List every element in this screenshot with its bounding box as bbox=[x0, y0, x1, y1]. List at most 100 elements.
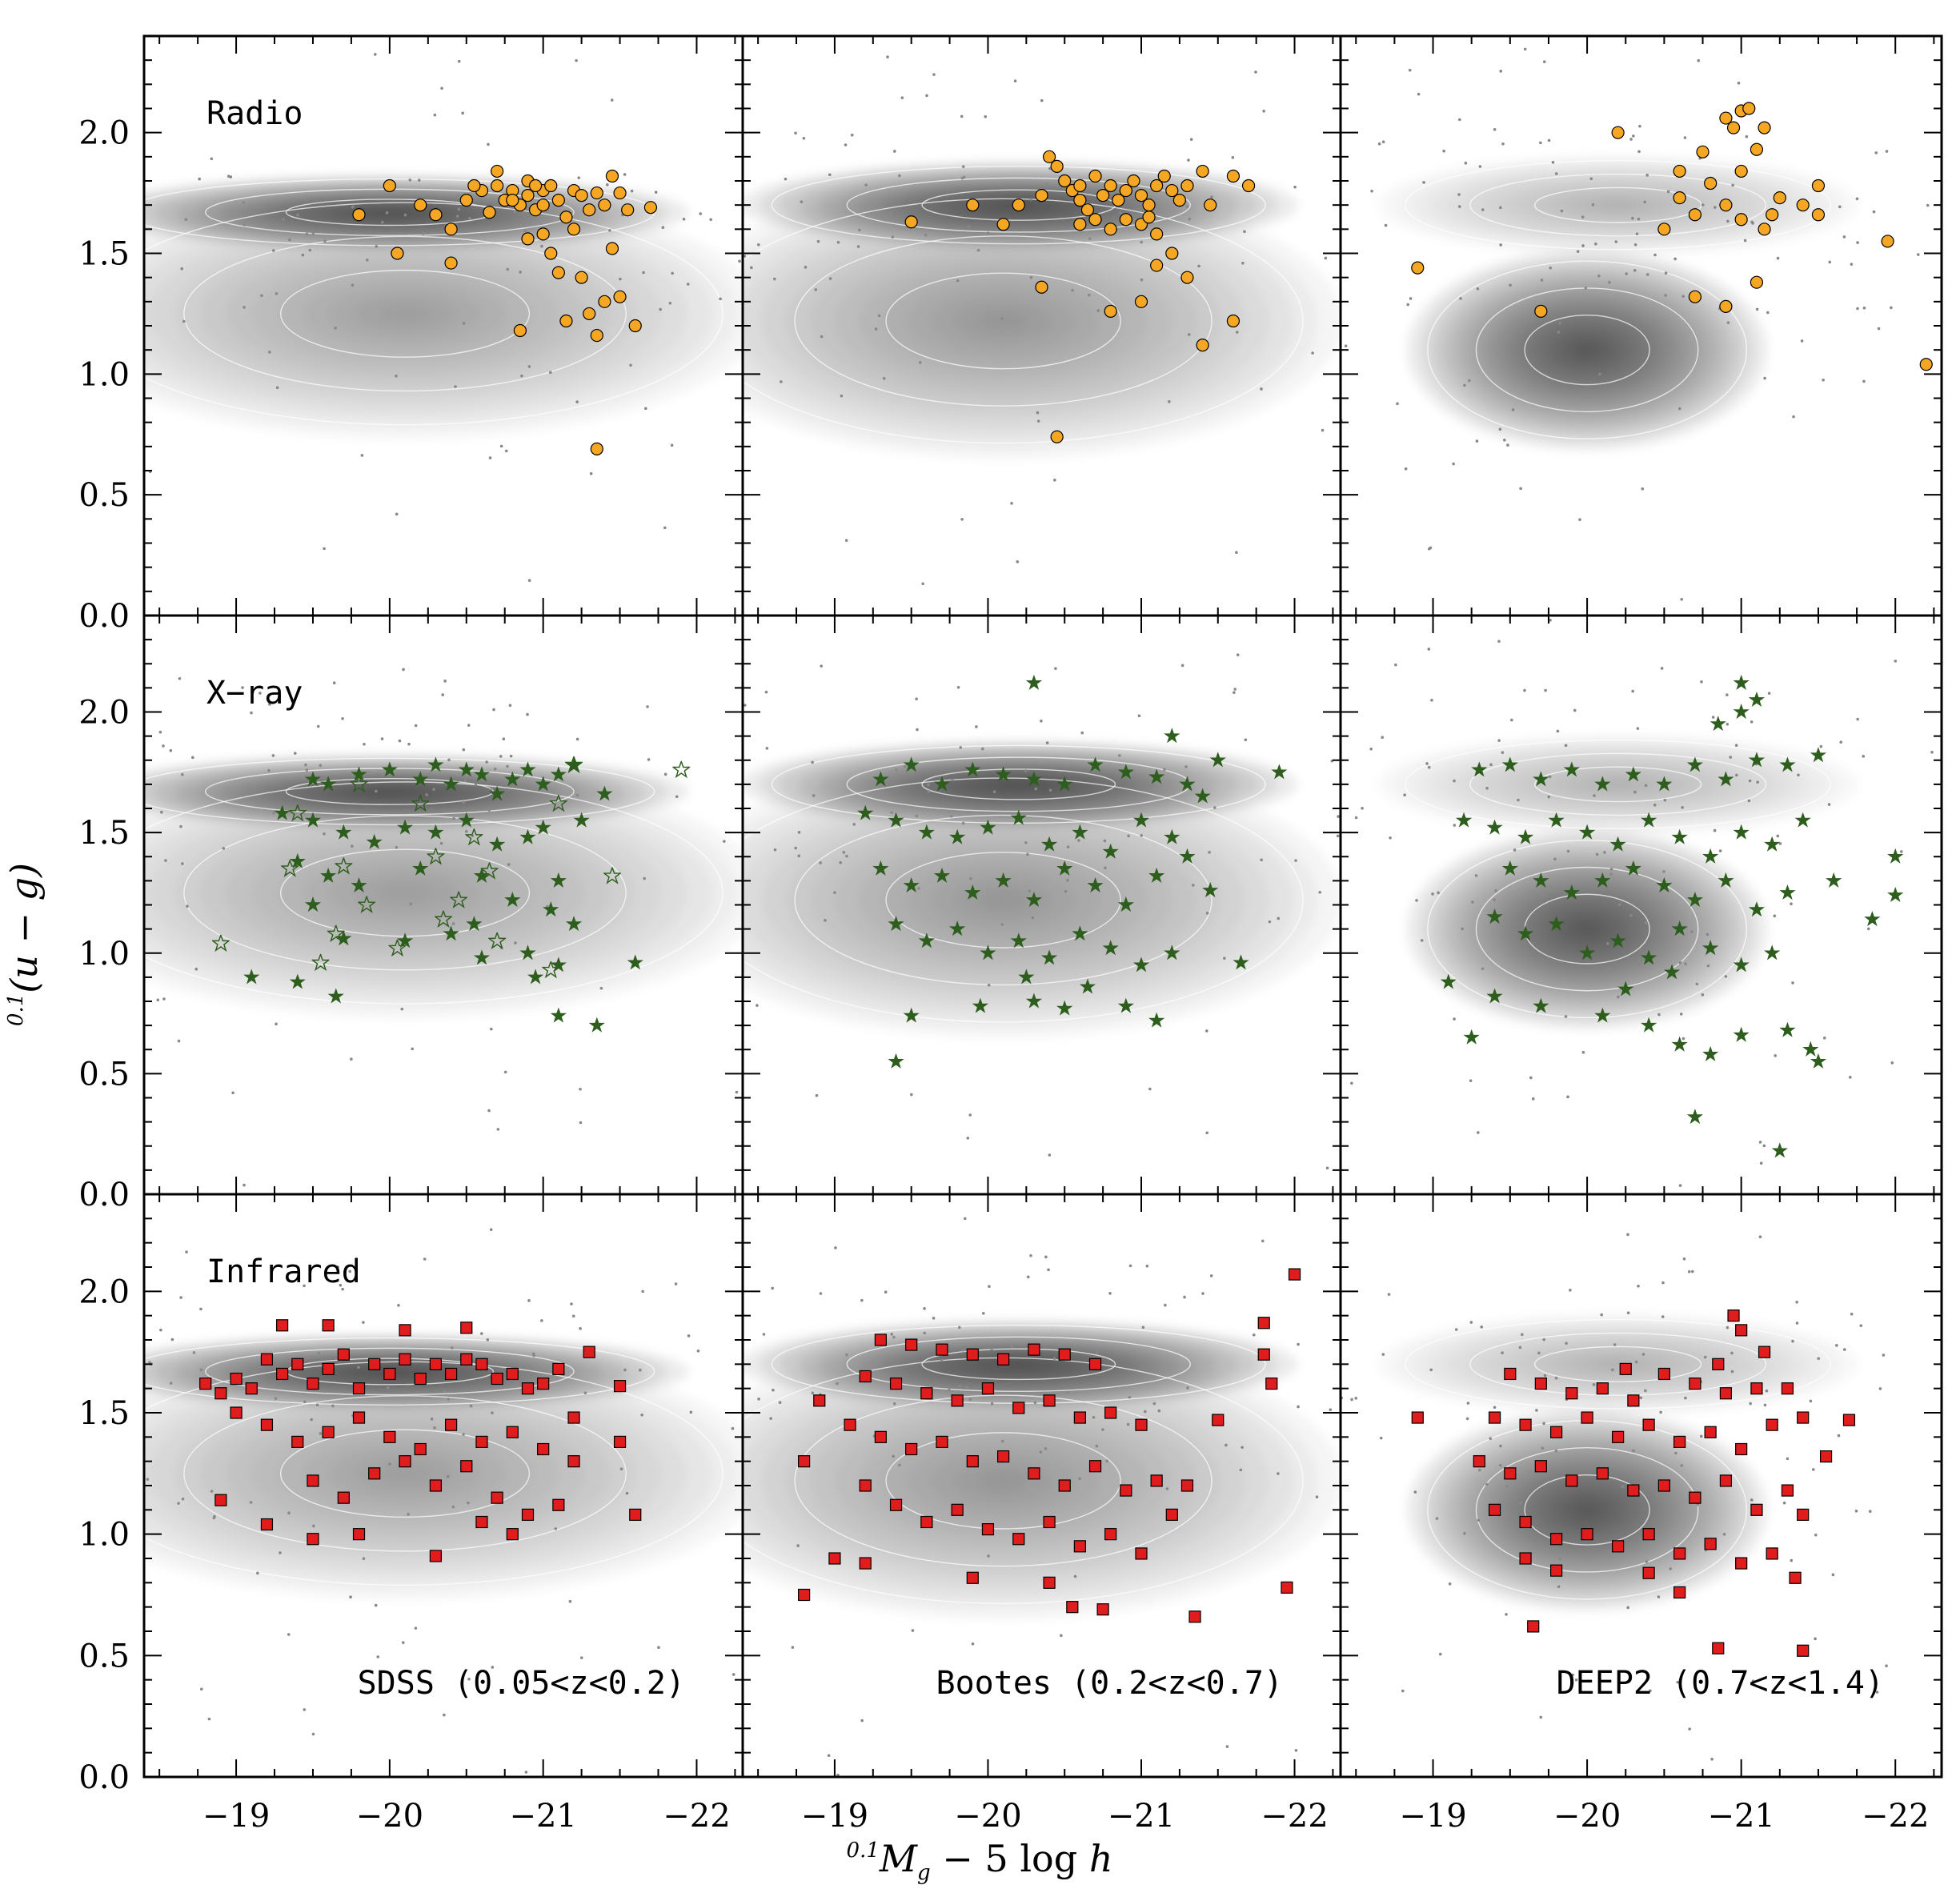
square-marker bbox=[1265, 1377, 1278, 1390]
square-marker bbox=[1073, 1540, 1086, 1553]
y-tick-label: 0.0 bbox=[78, 598, 130, 635]
circle-marker bbox=[414, 199, 427, 212]
square-marker bbox=[1073, 1411, 1086, 1424]
square-marker bbox=[1519, 1418, 1532, 1431]
circle-marker bbox=[1657, 223, 1671, 236]
circle-marker bbox=[1172, 194, 1186, 207]
square-marker bbox=[460, 1460, 473, 1473]
square-marker bbox=[1735, 1324, 1748, 1337]
square-marker bbox=[1581, 1411, 1593, 1424]
circle-marker bbox=[1058, 174, 1072, 188]
square-marker bbox=[214, 1494, 227, 1506]
star-marker bbox=[1810, 1053, 1827, 1069]
circle-marker bbox=[491, 164, 504, 178]
circle-marker bbox=[536, 227, 550, 241]
square-marker bbox=[1565, 1474, 1578, 1487]
markers-circle bbox=[1411, 102, 1933, 371]
star-marker bbox=[1826, 872, 1842, 888]
circle-marker bbox=[583, 203, 596, 217]
square-marker bbox=[444, 1418, 458, 1431]
circle-marker bbox=[598, 295, 611, 308]
circle-marker bbox=[528, 178, 543, 193]
square-marker bbox=[1135, 1547, 1148, 1560]
square-marker bbox=[1581, 1528, 1593, 1541]
circle-marker bbox=[1196, 164, 1209, 178]
square-marker bbox=[1612, 1540, 1625, 1553]
square-marker bbox=[1819, 1450, 1833, 1463]
panel-1-2 bbox=[741, 34, 1342, 617]
star-marker bbox=[1671, 1036, 1688, 1052]
square-marker bbox=[291, 1435, 304, 1449]
circle-marker bbox=[1688, 290, 1701, 303]
square-marker bbox=[1565, 1387, 1578, 1400]
square-marker bbox=[1596, 1382, 1609, 1395]
circle-marker bbox=[1773, 191, 1786, 205]
square-marker bbox=[383, 1430, 396, 1443]
column-label: DEEP2 (0.7<z<1.4) bbox=[1557, 1665, 1884, 1702]
axis-ticks bbox=[144, 35, 743, 616]
square-marker bbox=[997, 1353, 1010, 1366]
square-marker bbox=[444, 1367, 458, 1381]
circle-marker bbox=[1050, 430, 1064, 443]
circle-marker bbox=[590, 328, 603, 343]
square-marker bbox=[337, 1348, 350, 1361]
circle-marker bbox=[1142, 211, 1156, 224]
square-marker bbox=[613, 1435, 627, 1449]
circle-marker bbox=[1088, 169, 1102, 183]
square-marker bbox=[966, 1571, 979, 1584]
panel-2-3 bbox=[1339, 614, 1943, 1196]
square-marker bbox=[1704, 1538, 1717, 1550]
circle-marker bbox=[1688, 208, 1701, 222]
star-marker bbox=[1164, 728, 1180, 744]
square-marker bbox=[920, 1387, 933, 1400]
circle-marker bbox=[1750, 275, 1764, 289]
star-marker bbox=[1733, 674, 1750, 690]
circle-marker bbox=[521, 232, 535, 246]
square-marker bbox=[1180, 1479, 1194, 1492]
y-tick-label: 1.5 bbox=[78, 815, 130, 852]
square-marker bbox=[1673, 1435, 1686, 1449]
square-marker bbox=[1028, 1343, 1040, 1356]
circle-marker bbox=[575, 189, 588, 203]
square-marker bbox=[1627, 1394, 1640, 1407]
square-marker bbox=[491, 1372, 503, 1386]
square-marker bbox=[1657, 1367, 1670, 1381]
markers-square bbox=[798, 1268, 1301, 1623]
circle-marker bbox=[551, 194, 565, 207]
circle-marker bbox=[590, 442, 603, 455]
square-marker bbox=[1842, 1414, 1856, 1426]
square-marker bbox=[399, 1353, 411, 1366]
axis-ticks bbox=[144, 1193, 743, 1778]
circle-marker bbox=[1534, 304, 1548, 318]
square-marker bbox=[981, 1382, 995, 1395]
square-marker bbox=[1712, 1358, 1725, 1370]
circle-marker bbox=[1035, 189, 1048, 203]
x-tick-label: −20 bbox=[1553, 1798, 1621, 1835]
square-marker bbox=[567, 1411, 580, 1424]
circle-marker bbox=[1119, 213, 1132, 227]
circle-marker bbox=[1696, 145, 1709, 158]
panel-3-2 bbox=[741, 1193, 1342, 1779]
circle-marker bbox=[444, 223, 458, 236]
circle-marker bbox=[1196, 339, 1209, 352]
square-marker bbox=[1043, 1515, 1056, 1529]
circle-marker bbox=[559, 314, 573, 328]
y-tick-label: 2.0 bbox=[78, 1273, 130, 1310]
square-marker bbox=[1727, 1309, 1740, 1322]
square-marker bbox=[1612, 1430, 1625, 1443]
circle-marker bbox=[1104, 178, 1117, 193]
circle-marker bbox=[544, 247, 558, 260]
square-marker bbox=[521, 1382, 535, 1395]
square-marker bbox=[1120, 1484, 1132, 1497]
circle-marker bbox=[536, 199, 550, 212]
square-marker bbox=[1135, 1418, 1148, 1431]
circle-marker bbox=[1080, 203, 1095, 217]
circle-marker bbox=[1726, 121, 1741, 134]
square-marker bbox=[1719, 1387, 1733, 1400]
square-marker bbox=[1673, 1586, 1686, 1599]
panel-3-3 bbox=[1339, 1193, 1943, 1779]
circle-marker bbox=[1035, 280, 1048, 294]
square-marker bbox=[1689, 1377, 1701, 1390]
x-tick-label: −21 bbox=[509, 1798, 576, 1835]
square-marker bbox=[889, 1377, 903, 1390]
